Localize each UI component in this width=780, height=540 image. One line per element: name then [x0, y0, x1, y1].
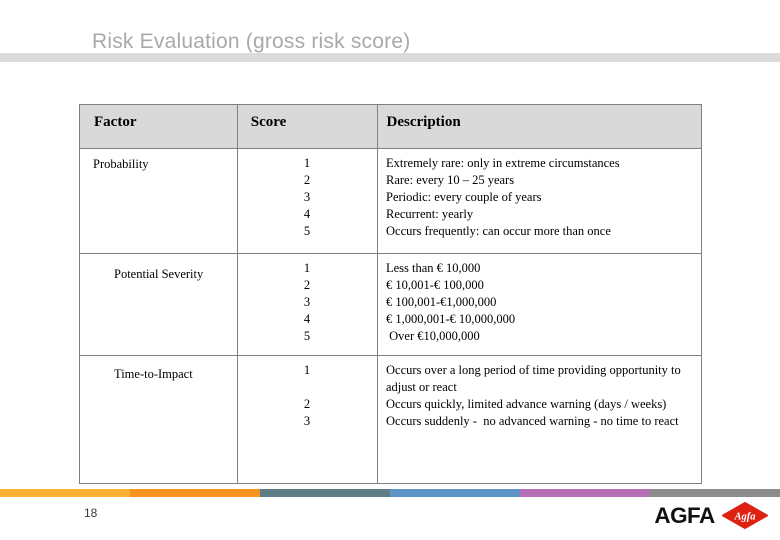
score-description-entry: 3 Occurs suddenly - no advanced warning … [237, 413, 701, 430]
score-description-entry: 3 Periodic: every couple of years [237, 189, 701, 206]
header-description: Description [386, 114, 461, 130]
score-value: 2 [303, 173, 311, 187]
score-value: 4 [303, 312, 311, 326]
factor-cell-label: Potential Severity [114, 267, 204, 281]
score-description-entry: 1 Less than € 10,000 [237, 260, 701, 277]
title-underline-band [0, 53, 780, 62]
row-entries: 1 Extremely rare: only in extreme circum… [237, 149, 701, 253]
description-text: € 10,001-€ 100,000 [386, 278, 484, 292]
header-score: Score [250, 114, 287, 130]
footer-color-stripe [0, 489, 780, 497]
description-text: Extremely rare: only in extreme circumst… [386, 156, 620, 170]
agfa-diamond-icon: Agfa [722, 502, 768, 529]
stripe-segment [650, 489, 780, 497]
score-description-entry: 1 Occurs over a long period of time prov… [237, 362, 701, 396]
agfa-logo: AGFA Agfa [654, 502, 768, 529]
description-text: Recurrent: yearly [386, 207, 474, 221]
score-description-entry: 2 Rare: every 10 – 25 years [237, 172, 701, 189]
score-value: 1 [303, 363, 311, 377]
score-value: 1 [303, 261, 311, 275]
column-divider-factor-score [237, 105, 238, 483]
score-description-entry: 1 Extremely rare: only in extreme circum… [237, 155, 701, 172]
description-text: Rare: every 10 – 25 years [386, 173, 515, 187]
score-description-entry: 4 Recurrent: yearly [237, 206, 701, 223]
description-text: Occurs frequently: can occur more than o… [386, 224, 611, 238]
score-value: 2 [303, 278, 311, 292]
factor-cell-label: Time-to-Impact [114, 367, 193, 381]
description-text: Occurs over a long period of time provid… [386, 363, 684, 394]
stripe-segment [520, 489, 650, 497]
score-value: 1 [303, 156, 311, 170]
score-description-entry: 2 Occurs quickly, limited advance warnin… [237, 396, 701, 413]
stripe-segment [0, 489, 130, 497]
risk-table-body: Probability 1 Extremely rare: only in ex… [80, 149, 701, 485]
risk-table: Factor Score Description Probability 1 E… [79, 104, 702, 484]
page-title: Risk Evaluation (gross risk score) [92, 30, 411, 53]
score-description-entry: 4 € 1,000,001-€ 10,000,000 [237, 311, 701, 328]
score-value: 3 [303, 190, 311, 204]
stripe-segment [130, 489, 260, 497]
score-value: 3 [303, 414, 311, 428]
description-text: Over €10,000,000 [386, 329, 480, 343]
score-value: 5 [303, 224, 311, 238]
score-value: 2 [303, 397, 311, 411]
score-description-entry: 3 € 100,001-€1,000,000 [237, 294, 701, 311]
table-header-row: Factor Score Description [80, 105, 701, 149]
score-description-entry: 5 Over €10,000,000 [237, 328, 701, 345]
score-description-entry: 5 Occurs frequently: can occur more than… [237, 223, 701, 240]
row-entries: 1 Less than € 10,000 2 € 10,001-€ 100,00… [237, 254, 701, 355]
agfa-wordmark: AGFA [654, 503, 715, 528]
description-text: Less than € 10,000 [386, 261, 481, 275]
page-number: 18 [84, 506, 98, 520]
table-row: Potential Severity 1 Less than € 10,000 … [80, 254, 701, 356]
table-row: Probability 1 Extremely rare: only in ex… [80, 149, 701, 254]
score-value: 5 [303, 329, 311, 343]
stripe-segment [390, 489, 520, 497]
stripe-segment [260, 489, 390, 497]
score-value: 4 [303, 207, 311, 221]
score-description-entry: 2 € 10,001-€ 100,000 [237, 277, 701, 294]
factor-cell-label: Probability [93, 157, 149, 171]
score-value: 3 [303, 295, 311, 309]
row-entries: 1 Occurs over a long period of time prov… [237, 356, 701, 485]
header-factor: Factor [94, 114, 137, 130]
description-text: € 100,001-€1,000,000 [386, 295, 497, 309]
column-divider-score-description [377, 105, 378, 483]
description-text: Periodic: every couple of years [386, 190, 542, 204]
description-text: Occurs quickly, limited advance warning … [386, 397, 667, 411]
svg-text:Agfa: Agfa [734, 512, 756, 523]
description-text: € 1,000,001-€ 10,000,000 [386, 312, 516, 326]
description-text: Occurs suddenly - no advanced warning - … [386, 414, 679, 428]
table-row: Time-to-Impact 1 Occurs over a long peri… [80, 356, 701, 485]
